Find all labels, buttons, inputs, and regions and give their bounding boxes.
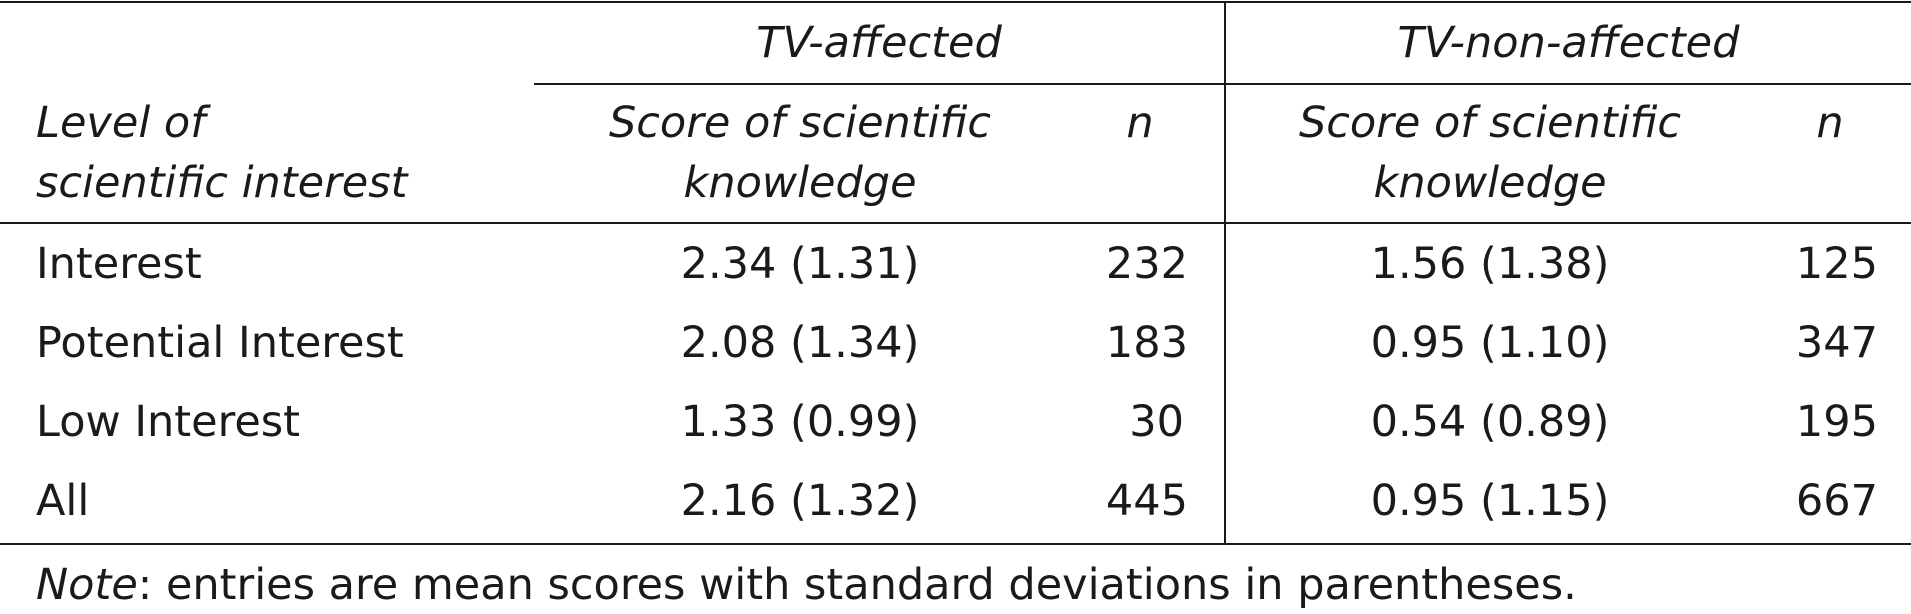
row-interest-non-affected-score: 1.56 (1.38) xyxy=(1370,239,1610,289)
row-all-affected-score: 2.16 (1.32) xyxy=(680,476,920,526)
row-all-non-affected-n: 667 xyxy=(1795,476,1878,526)
group-underline xyxy=(534,83,1911,85)
header-bottom-rule xyxy=(0,222,1911,224)
row-potential-non-affected-n: 347 xyxy=(1795,318,1878,368)
table-bottom-rule xyxy=(0,543,1911,545)
header-non-affected-n: n xyxy=(1816,98,1844,148)
note-label: Note xyxy=(36,560,138,610)
group-header-tv-non-affected: TV-non-affected xyxy=(1397,18,1740,68)
header-affected-score-line1: Score of scientific xyxy=(608,98,992,148)
row-potential-non-affected-score: 0.95 (1.10) xyxy=(1370,318,1610,368)
row-potential-affected-score: 2.08 (1.34) xyxy=(680,318,920,368)
row-interest-non-affected-n: 125 xyxy=(1795,239,1878,289)
row-all-non-affected-score: 0.95 (1.15) xyxy=(1370,476,1610,526)
row-interest-affected-score: 2.34 (1.31) xyxy=(680,239,920,289)
header-affected-n: n xyxy=(1126,98,1154,148)
row-low-affected-score: 1.33 (0.99) xyxy=(680,397,920,447)
table-note: Note: entries are mean scores with stand… xyxy=(36,556,1577,614)
row-level-all: All xyxy=(36,476,90,526)
row-level-low-interest: Low Interest xyxy=(36,397,301,447)
row-low-non-affected-score: 0.54 (0.89) xyxy=(1370,397,1610,447)
row-interest-affected-n: 232 xyxy=(1105,239,1188,289)
row-all-affected-n: 445 xyxy=(1105,476,1188,526)
group-header-tv-affected: TV-affected xyxy=(756,18,1002,68)
row-potential-affected-n: 183 xyxy=(1105,318,1188,368)
header-non-affected-score-line2: knowledge xyxy=(1373,158,1607,208)
row-low-affected-n: 30 xyxy=(1129,397,1184,447)
row-level-potential-interest: Potential Interest xyxy=(36,318,404,368)
row-low-non-affected-n: 195 xyxy=(1795,397,1878,447)
row-level-interest: Interest xyxy=(36,239,202,289)
header-level-line2: scientific interest xyxy=(36,158,408,208)
header-non-affected-score-line1: Score of scientific xyxy=(1298,98,1682,148)
note-text: : entries are mean scores with standard … xyxy=(137,560,1577,610)
header-affected-score-line2: knowledge xyxy=(683,158,917,208)
group-divider xyxy=(1224,1,1226,544)
header-level-line1: Level of xyxy=(36,98,206,148)
top-rule xyxy=(0,1,1911,3)
